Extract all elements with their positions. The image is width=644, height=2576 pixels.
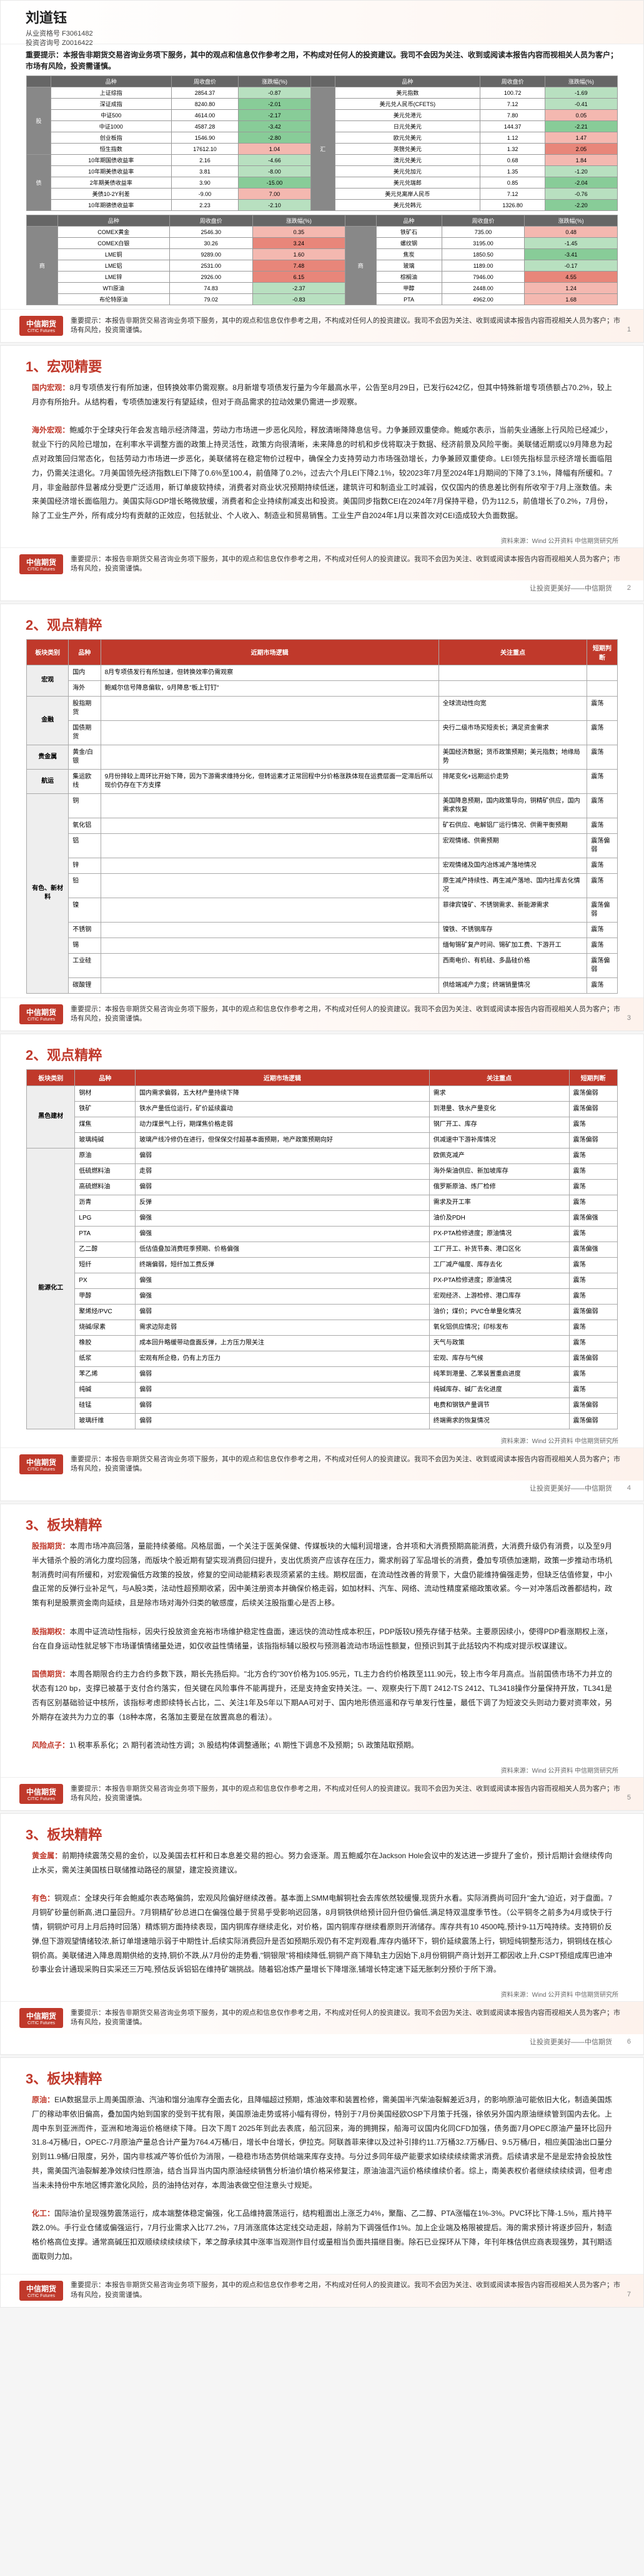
oil-text: EIA数据显示上周美国原油、汽油和馏分油库存全面去化，且降幅超过预期，炼油效率和… <box>32 2095 612 2190</box>
footer-text: 重要提示：本报告非期货交易咨询业务项下服务，其中的观点和信息仅作参考之用，不构成… <box>71 2281 625 2300</box>
author-cred2: 投资咨询号 Z0016422 <box>26 39 618 48</box>
views-table-1: 板块类别品种近期市场逻辑关注重点短期判断 宏观国内8月专项债发行有所加速，但转换… <box>26 639 618 994</box>
domestic-label: 国内宏观： <box>32 383 69 392</box>
page-5: 3、板块精粹 股指期货：本周市场冲高回落，量能持续萎缩。风格层面，一个关注于医美… <box>0 1504 644 1811</box>
footer-logo: 中信期货 CITIC Futures <box>19 554 63 574</box>
footer-logo-en: CITIC Futures <box>27 2294 55 2298</box>
page-7: 3、板块精粹 原油：EIA数据显示上周美国原油、汽油和馏分油库存全面去化，且降幅… <box>0 2057 644 2308</box>
page-footer: 中信期货 CITIC Futures 重要提示：本报告非期货交易咨询业务项下服务… <box>1 997 643 1031</box>
page-6: 3、板块精粹 黄金属：前期持续震荡交易的金价，以及美国去杠杆和日本息差交易的担心… <box>0 1813 644 2055</box>
metals-text: 铜观点：全球央行年会鲍威尔表态略偏鸽，宏观风险偏好继续改善。基本面上SMM电解铜… <box>32 1894 612 1974</box>
source-text: 资料来源：Wind 公开资料 中信期货研究所 <box>1 1763 643 1777</box>
footer-logo: 中信期货 CITIC Futures <box>19 1454 63 1474</box>
footer-logo-cn: 中信期货 <box>26 1457 56 1467</box>
section-title-views: 2、观点精粹 <box>26 614 618 634</box>
notice-text: 重要提示：本报告非期货交易咨询业务项下服务，其中的观点和信息仅作参考之用，不构成… <box>26 49 618 72</box>
footer-logo: 中信期货 CITIC Futures <box>19 1004 63 1024</box>
futures-label: 股指期货： <box>32 1542 70 1550</box>
footer-logo-en: CITIC Futures <box>27 2021 55 2025</box>
page-footer: 中信期货 CITIC Futures 重要提示：本报告非期货交易咨询业务项下服务… <box>1 309 643 342</box>
page-footer: 中信期货 CITIC Futures 重要提示：本报告非期货交易咨询业务项下服务… <box>1 1777 643 1810</box>
page-1: 刘道钰 从业资格号 F3061482 投资咨询号 Z0016422 重要提示：本… <box>0 0 644 343</box>
gold-text: 前期持续震荡交易的金价，以及美国去杠杆和日本息差交易的担心。努力会逐渐。周五鲍威… <box>32 1851 612 1874</box>
market-data-table-2: 品种周收盘价涨跌幅(%)品种周收盘价涨跌幅(%) 商COMEX黄金2546.30… <box>26 215 618 305</box>
source-text: 资料来源：Wind 公开资料 中信期货研究所 <box>1 1433 643 1447</box>
author-name: 刘道钰 <box>26 7 618 27</box>
macro-body: 国内宏观：8月专项债发行有所加速，但转换效率仍需观察。8月新增专项债发行量为今年… <box>32 381 612 523</box>
chem-label: 化工： <box>32 2209 54 2218</box>
section-title-views-2: 2、观点精粹 <box>26 1044 618 1064</box>
page-3: 2、观点精粹 板块类别品种近期市场逻辑关注重点短期判断 宏观国内8月专项债发行有… <box>0 604 644 1031</box>
footer-logo-cn: 中信期货 <box>26 2010 56 2021</box>
sector-a-body: 股指期货：本周市场冲高回落，量能持续萎缩。风格层面，一个关注于医美保健、传媒板块… <box>32 1539 612 1753</box>
motto: 让投资更美好——中信期货 <box>1 2034 643 2054</box>
page-number: 6 <box>627 2038 631 2045</box>
footer-text: 重要提示：本报告非期货交易咨询业务项下服务，其中的观点和信息仅作参考之用，不构成… <box>71 2009 625 2028</box>
footer-logo-en: CITIC Futures <box>27 1017 55 1022</box>
footer-logo: 中信期货 CITIC Futures <box>19 316 63 336</box>
metals-label: 有色： <box>32 1894 54 1903</box>
overseas-text: 鲍威尔于全球央行年会发言暗示经济降温，劳动力市场进一步恶化风险，释放清晰降降息信… <box>32 426 612 520</box>
gold-label: 黄金属： <box>32 1851 62 1860</box>
bonds-label: 国债期货： <box>32 1670 70 1678</box>
options-label: 股指期权： <box>32 1627 69 1636</box>
section-title-sector-b: 3、板块精粹 <box>26 1824 618 1844</box>
bonds-text: 本周各期限合约主力合约多数下跌，期长先扬后抑。"北方合约"30Y价格为105.9… <box>32 1670 612 1721</box>
footer-text: 重要提示：本报告非期货交易咨询业务项下服务，其中的观点和信息仅作参考之用，不构成… <box>71 316 625 336</box>
futures-text: 本周市场冲高回落，量能持续萎缩。风格层面，一个关注于医美保健、传媒板块的大幅利润… <box>32 1542 612 1607</box>
footer-logo: 中信期货 CITIC Futures <box>19 2281 63 2301</box>
sector-b-body: 黄金属：前期持续震荡交易的金价，以及美国去杠杆和日本息差交易的担心。努力会逐渐。… <box>32 1849 612 1977</box>
section-title-sector-a: 3、板块精粹 <box>26 1514 618 1534</box>
page-number: 4 <box>627 1484 631 1492</box>
page-footer: 中信期货 CITIC Futures 重要提示：本报告非期货交易咨询业务项下服务… <box>1 1447 643 1481</box>
page-2: 1、宏观精要 国内宏观：8月专项债发行有所加速，但转换效率仍需观察。8月新增专项… <box>0 345 644 601</box>
page-number: 3 <box>627 1014 631 1022</box>
domestic-text: 8月专项债发行有所加速，但转换效率仍需观察。8月新增专项债发行量为今年最高水平，… <box>32 383 612 406</box>
footer-logo-cn: 中信期货 <box>26 2283 56 2294</box>
section-title-sector-c: 3、板块精粹 <box>26 2068 618 2088</box>
overseas-label: 海外宏观： <box>32 426 69 434</box>
footer-text: 重要提示：本报告非期货交易咨询业务项下服务，其中的观点和信息仅作参考之用，不构成… <box>71 1455 625 1474</box>
footer-text: 重要提示：本报告非期货交易咨询业务项下服务，其中的观点和信息仅作参考之用，不构成… <box>71 555 625 574</box>
risk-label: 风险点子： <box>32 1741 69 1750</box>
risk-text: 1\ 税率系系化；2\ 期刊者流动性方调；3\ 股结构体调整通账；4\ 期性下调… <box>69 1741 419 1750</box>
footer-logo-en: CITIC Futures <box>27 1797 55 1801</box>
views-table-2: 板块类别品种近期市场逻辑关注重点短期判断 黑色建材钢材国内需求偏弱，五大材产量持… <box>26 1069 618 1429</box>
page-4: 2、观点精粹 板块类别品种近期市场逻辑关注重点短期判断 黑色建材钢材国内需求偏弱… <box>0 1034 644 1501</box>
page-number: 1 <box>627 326 631 333</box>
market-data-table-1: 品种周收盘价涨跌幅(%)品种周收盘价涨跌幅(%) 股上证综指2854.37-0.… <box>26 76 618 211</box>
page-number: 5 <box>627 1794 631 1801</box>
footer-logo-cn: 中信期货 <box>26 557 56 567</box>
section-title-macro: 1、宏观精要 <box>26 356 618 376</box>
footer-logo-en: CITIC Futures <box>27 1467 55 1472</box>
page-footer: 中信期货 CITIC Futures 重要提示：本报告非期货交易咨询业务项下服务… <box>1 2274 643 2307</box>
page-footer: 中信期货 CITIC Futures 重要提示：本报告非期货交易咨询业务项下服务… <box>1 2001 643 2034</box>
source-text: 资料来源：Wind 公开资料 中信期货研究所 <box>1 1987 643 2001</box>
motto: 让投资更美好——中信期货 <box>1 580 643 600</box>
oil-label: 原油： <box>32 2095 54 2104</box>
footer-logo: 中信期货 CITIC Futures <box>19 2008 63 2028</box>
footer-logo-cn: 中信期货 <box>26 1786 56 1797</box>
source-text: 资料来源：Wind 公开资料 中信期货研究所 <box>1 533 643 547</box>
footer-logo-en: CITIC Futures <box>27 329 55 333</box>
footer-logo-en: CITIC Futures <box>27 567 55 572</box>
footer-text: 重要提示：本报告非期货交易咨询业务项下服务，其中的观点和信息仅作参考之用，不构成… <box>71 1785 625 1804</box>
options-text: 本周中证流动性指标，因央行投放资金充裕市场维护稳定性盘面，速远快的流动性成本积压… <box>32 1627 612 1650</box>
sector-c-body: 原油：EIA数据显示上周美国原油、汽油和馏分油库存全面去化，且降幅超过预期，炼油… <box>32 2093 612 2264</box>
footer-text: 重要提示：本报告非期货交易咨询业务项下服务，其中的观点和信息仅作参考之用，不构成… <box>71 1005 625 1024</box>
page-footer: 中信期货 CITIC Futures 重要提示：本报告非期货交易咨询业务项下服务… <box>1 547 643 580</box>
page-number: 2 <box>627 584 631 592</box>
motto: 让投资更美好——中信期货 <box>1 1481 643 1501</box>
chem-text: 国际油价呈现强势震荡运行，成本端整体稳定偏强，化工品维持震荡运行，结构粗面出上涨… <box>32 2209 612 2260</box>
page-header: 刘道钰 从业资格号 F3061482 投资咨询号 Z0016422 <box>1 1 643 44</box>
footer-logo-cn: 中信期货 <box>26 318 56 329</box>
author-cred1: 从业资格号 F3061482 <box>26 29 618 39</box>
footer-logo-cn: 中信期货 <box>26 1007 56 1017</box>
footer-logo: 中信期货 CITIC Futures <box>19 1784 63 1804</box>
page-number: 7 <box>627 2291 631 2298</box>
